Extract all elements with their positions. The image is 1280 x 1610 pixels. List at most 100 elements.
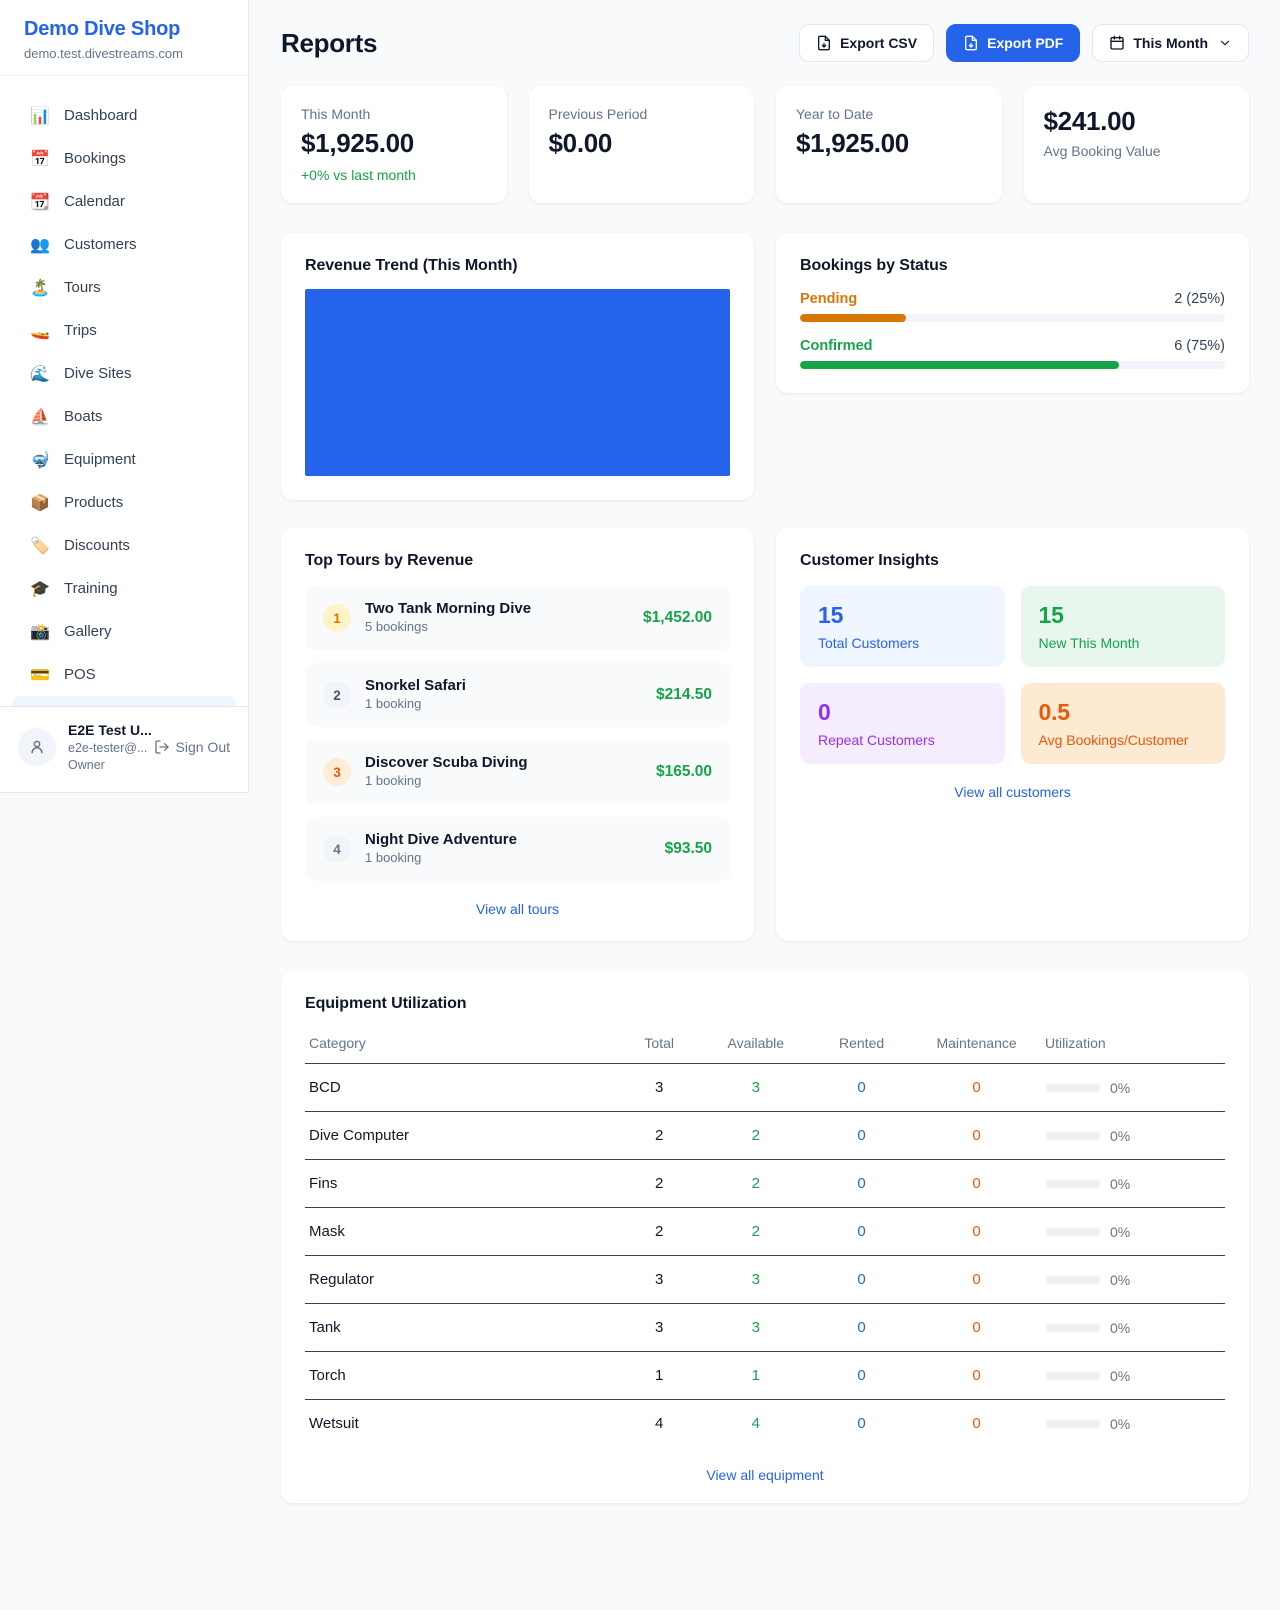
- cell-category: Fins: [305, 1159, 618, 1208]
- period-label: This Month: [1133, 35, 1208, 51]
- stat-card-previous-period: Previous Period $0.00: [528, 86, 754, 203]
- training-icon: 🎓: [30, 580, 50, 598]
- cell-rented: 0: [810, 1303, 913, 1352]
- sidebar-item-tours[interactable]: 🏝️ Tours: [12, 266, 236, 309]
- revenue-trend-card: Revenue Trend (This Month): [281, 233, 754, 500]
- page-title: Reports: [281, 27, 378, 58]
- cell-available: 3: [700, 1063, 811, 1112]
- table-row: Tank 3 3 0 0 0%: [305, 1303, 1225, 1352]
- progress-track: [800, 361, 1225, 369]
- insight-tiles: 15 Total Customers 15 New This Month 0 R…: [800, 586, 1225, 764]
- sidebar-item-customers[interactable]: 👥 Customers: [12, 223, 236, 266]
- sidebar-item-reports[interactable]: 📈Reports: [12, 696, 236, 706]
- pos-icon: 💳: [30, 666, 50, 684]
- sidebar-item-dashboard[interactable]: 📊 Dashboard: [12, 94, 236, 137]
- export-pdf-label: Export PDF: [987, 35, 1064, 51]
- list-item: 2 Snorkel Safari 1 booking $214.50: [305, 663, 730, 727]
- tile-value: 15: [818, 602, 844, 628]
- view-all-tours-link[interactable]: View all tours: [475, 901, 559, 917]
- cell-maintenance: 0: [972, 1415, 981, 1432]
- stat-label: This Month: [301, 106, 371, 122]
- chevron-down-icon: [1220, 40, 1230, 46]
- sidebar-item-gallery[interactable]: 📸 Gallery: [12, 610, 236, 653]
- brand-title[interactable]: Demo Dive Shop: [24, 18, 181, 40]
- user-name: E2E Test U...: [68, 722, 152, 738]
- sidebar-item-dive-sites[interactable]: 🌊 Dive Sites: [12, 352, 236, 395]
- tile-label: Total Customers: [818, 635, 920, 651]
- stat-card-this-month: This Month $1,925.00 +0% vs last month: [281, 86, 507, 203]
- cell-rented: 0: [857, 1415, 866, 1432]
- table-row: Regulator 3 3 0 0 0%: [305, 1255, 1225, 1304]
- export-pdf-button[interactable]: Export PDF: [946, 24, 1081, 62]
- dashboard-icon: 📊: [30, 107, 50, 125]
- sidebar-item-bookings[interactable]: 📅 Bookings: [12, 137, 236, 180]
- customer-insights-card: Customer Insights 15 Total Customers 15 …: [776, 528, 1249, 941]
- tours-icon: 🏝️: [30, 279, 50, 297]
- utilization-percent: 0%: [1109, 1079, 1131, 1096]
- utilization-bar: [1044, 1419, 1100, 1428]
- cell-maintenance: 0: [912, 1207, 1041, 1256]
- sidebar-item-label: Trips: [64, 322, 97, 339]
- tour-name: Snorkel Safari: [365, 677, 466, 694]
- sidebar-item-discounts[interactable]: 🏷️ Discounts: [12, 524, 236, 567]
- utilization-bar: [1044, 1179, 1100, 1188]
- status-value: 2 (25%): [1174, 291, 1225, 307]
- sidebar-item-label: Boats: [64, 408, 103, 425]
- view-all-customers-link[interactable]: View all customers: [954, 784, 1071, 800]
- sign-out-button[interactable]: Sign Out: [154, 739, 230, 755]
- export-csv-button[interactable]: Export CSV: [799, 24, 935, 62]
- sidebar-item-label: Dashboard: [64, 107, 138, 124]
- cell-maintenance: 0: [912, 1159, 1041, 1208]
- cell-total: 3: [617, 1303, 701, 1352]
- sidebar-item-label: POS: [64, 666, 96, 683]
- cell-available: 3: [700, 1303, 811, 1352]
- sidebar-item-training[interactable]: 🎓 Training: [12, 567, 236, 610]
- tour-amount: $165.00: [655, 763, 712, 780]
- list-item: 4 Night Dive Adventure 1 booking $93.50: [305, 817, 730, 881]
- tile-repeat-customers: 0 Repeat Customers: [800, 683, 1005, 764]
- sidebar-item-boats[interactable]: ⛵ Boats: [12, 395, 236, 438]
- utilization-percent: 0%: [1109, 1271, 1131, 1288]
- sidebar-item-label: Calendar: [64, 193, 125, 210]
- tour-list: 1 Two Tank Morning Dive 5 bookings $1,452…: [305, 586, 730, 881]
- cell-category: Dive Computer: [305, 1111, 618, 1160]
- tile-avg-bookings: 0.5 Avg Bookings/Customer: [1020, 683, 1225, 764]
- sidebar-item-trips[interactable]: 🚤 Trips: [12, 309, 236, 352]
- equipment-utilization-title: Equipment Utilization: [305, 995, 467, 1012]
- sidebar-item-pos[interactable]: 💳 POS: [12, 653, 236, 696]
- table-row: Torch 1 1 0 0 0%: [305, 1351, 1225, 1400]
- sidebar-item-products[interactable]: 📦 Products: [12, 481, 236, 524]
- cell-category: BCD: [305, 1063, 618, 1112]
- utilization-percent: 0%: [1109, 1223, 1131, 1240]
- sign-out-label: Sign Out: [175, 739, 230, 756]
- sidebar-item-label: Customers: [64, 236, 137, 253]
- sidebar-item-label: Products: [64, 494, 124, 511]
- cell-rented: 0: [810, 1207, 913, 1256]
- sidebar-user-section: E2E Test U... e2e-tester@... Owner Sign …: [0, 706, 248, 792]
- sidebar-item-calendar[interactable]: 📆 Calendar: [12, 180, 236, 223]
- sidebar-item-label: Equipment: [64, 451, 136, 468]
- file-download-icon: [818, 35, 831, 51]
- view-all-equipment-link[interactable]: View all equipment: [706, 1467, 824, 1483]
- person-icon: [31, 740, 43, 754]
- sidebar-item-equipment[interactable]: 🤿 Equipment: [12, 438, 236, 481]
- tile-value: 15: [1038, 602, 1064, 628]
- brand: Demo Dive Shop demo.test.divestreams.com: [0, 0, 248, 76]
- table-row: Dive Computer 2 2 0 0 0%: [305, 1111, 1225, 1160]
- period-dropdown[interactable]: This Month: [1092, 24, 1249, 62]
- utilization-bar: [1044, 1275, 1100, 1284]
- cell-total: 3: [617, 1255, 701, 1304]
- stat-card-year-to-date: Year to Date $1,925.00: [776, 86, 1002, 203]
- dive-sites-icon: 🌊: [30, 365, 50, 383]
- column-header: Rented: [810, 1025, 913, 1064]
- tour-bookings: 1 booking: [365, 850, 422, 865]
- cell-total: 2: [617, 1207, 701, 1256]
- cell-rented: 0: [810, 1159, 913, 1208]
- sidebar-item-label: Gallery: [64, 623, 112, 640]
- table-row: BCD 3 3 0 0 0%: [305, 1063, 1225, 1112]
- tour-name: Two Tank Morning Dive: [365, 600, 532, 617]
- cell-maintenance: 0: [912, 1111, 1041, 1160]
- progress-fill: [800, 314, 907, 322]
- discounts-icon: 🏷️: [30, 537, 50, 555]
